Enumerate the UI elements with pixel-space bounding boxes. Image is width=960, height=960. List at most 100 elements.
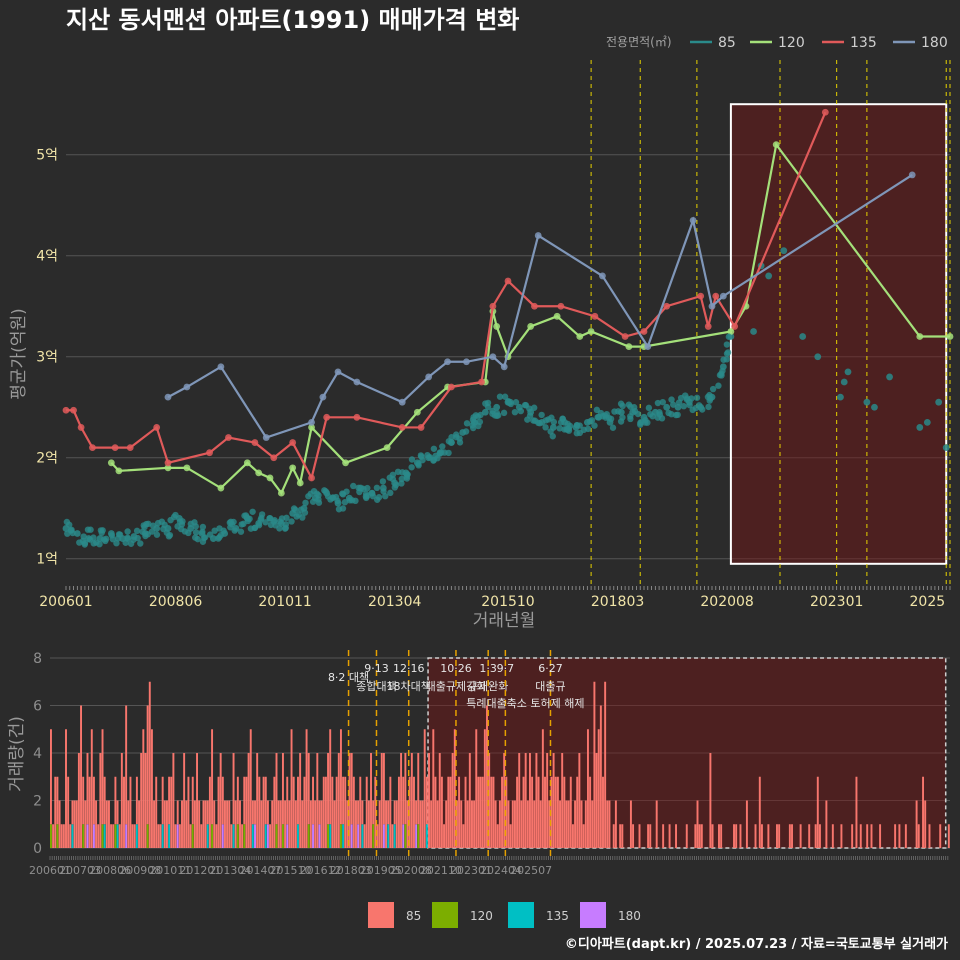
volume-bar (397, 776, 400, 848)
series-point-85 (556, 425, 563, 432)
volume-bar (578, 753, 581, 848)
series-point-85 (255, 522, 263, 529)
series-point-85 (935, 398, 943, 406)
volume-bar (189, 824, 192, 848)
volume-bar (281, 824, 284, 848)
series-point-180 (319, 393, 327, 401)
series-point-85 (206, 531, 214, 538)
volume-bar (604, 681, 607, 848)
volume-bar (535, 753, 538, 848)
volume-bar (548, 800, 551, 848)
volume-bar (309, 800, 312, 848)
volume-bar (894, 824, 897, 848)
series-point-85 (637, 421, 644, 428)
x-tick-label: 200806 (149, 594, 203, 610)
volume-bar (808, 824, 811, 848)
policy-label: 12·16 (393, 662, 425, 675)
series-point-85 (709, 385, 717, 393)
volume-bar (266, 824, 269, 848)
volume-bar (432, 729, 435, 848)
volume-bar (56, 776, 59, 825)
volume-bar (518, 753, 521, 848)
volume-bar (284, 800, 287, 848)
volume-bar (586, 729, 589, 848)
series-point-85 (656, 409, 663, 416)
volume-bar (434, 776, 437, 848)
series-point-85 (81, 539, 89, 547)
series-point-85 (199, 523, 207, 531)
volume-bar (767, 824, 770, 848)
volume-bar (531, 776, 534, 848)
series-point-85 (352, 497, 359, 505)
volume-bar (202, 800, 205, 848)
series-point-85 (631, 407, 639, 415)
volume-bar (159, 824, 162, 848)
volume-bar (559, 800, 562, 848)
volume-bar (92, 776, 95, 825)
series-point-120 (115, 467, 123, 475)
volume-bar (526, 800, 529, 848)
series-point-85 (418, 453, 425, 460)
chart-title: 지산 동서맨션 아파트(1991) 매매가격 변화 (66, 6, 519, 34)
series-point-85 (439, 443, 446, 450)
volume-bar (84, 800, 87, 848)
volume-bar (346, 800, 349, 848)
policy-label-sub: 대출규제강화 (426, 680, 487, 693)
volume-bar (118, 824, 121, 848)
volume-bar (649, 824, 652, 848)
volume-bar (496, 824, 499, 848)
volume-bar (133, 824, 136, 848)
volume-y-tick-label: 4 (33, 746, 42, 762)
volume-bar (200, 824, 203, 848)
series-point-85 (645, 404, 653, 412)
volume-bar (357, 824, 360, 848)
volume-x-tick-label: 201304 (209, 864, 251, 877)
volume-bar (597, 729, 600, 848)
volume-x-tick-label: 202110 (420, 864, 462, 877)
legend-bottom-swatch-85 (368, 902, 394, 928)
series-point-135 (557, 302, 565, 310)
volume-bar (337, 753, 340, 848)
volume-bar (318, 824, 321, 848)
volume-bar (50, 729, 52, 825)
x-tick-label: 2025 (910, 594, 946, 610)
volume-bar (367, 800, 370, 848)
x-axis-title: 거래년월 (473, 611, 536, 631)
volume-bar (685, 824, 688, 848)
volume-bar (464, 776, 467, 848)
volume-bar (462, 824, 465, 848)
series-point-85 (689, 406, 696, 414)
volume-bar (221, 776, 224, 825)
policy-label: 9·7 (497, 662, 515, 675)
volume-bar (172, 753, 175, 848)
volume-bar (425, 776, 428, 825)
volume-bar (275, 753, 278, 825)
volume-bar (307, 824, 310, 848)
series-point-85 (408, 456, 416, 463)
series-point-85 (547, 428, 554, 435)
series-point-85 (191, 519, 198, 526)
volume-bar (116, 824, 119, 848)
volume-bar (458, 776, 461, 848)
series-point-85 (501, 393, 509, 400)
volume-bar (745, 800, 748, 848)
series-point-85 (584, 425, 592, 433)
volume-bar (947, 824, 950, 848)
volume-bar (520, 800, 523, 848)
series-point-85 (192, 529, 200, 536)
volume-x-tick-label: 202008 (390, 864, 432, 877)
series-point-85 (522, 402, 530, 409)
volume-bar (288, 800, 291, 848)
volume-bar (939, 824, 942, 848)
volume-bar (711, 824, 714, 848)
volume-bar (359, 776, 362, 848)
series-point-85 (170, 513, 178, 521)
series-point-85 (137, 540, 144, 547)
series-point-180 (719, 292, 727, 300)
series-point-135 (251, 439, 259, 446)
series-point-180 (599, 272, 606, 280)
volume-bar (264, 776, 267, 825)
volume-bar (86, 753, 89, 825)
volume-bar (698, 824, 701, 848)
volume-bar (165, 800, 168, 848)
